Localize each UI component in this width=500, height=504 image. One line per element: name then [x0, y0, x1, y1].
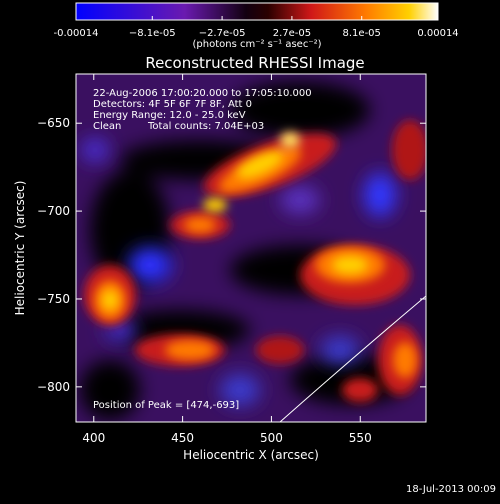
x-axis-tick-labels: 400 450 500 550 [82, 431, 371, 445]
x-axis-label: Heliocentric X (arcsec) [183, 448, 319, 462]
total-counts-annotation: Total counts: 7.04E+03 [147, 121, 264, 132]
colorbar-tick-label: 2.7e-05 [273, 28, 311, 39]
y-tick-label: −750 [37, 292, 70, 306]
x-tick-label: 450 [171, 431, 194, 445]
colorbar-tick-label: −8.1e-05 [129, 28, 176, 39]
colorbar-ticks [75, 16, 439, 20]
colorbar-tick-label: -0.00014 [54, 28, 99, 39]
energy-range-annotation: Energy Range: 12.0 - 25.0 keV [93, 110, 246, 121]
x-tick-label: 400 [82, 431, 105, 445]
y-axis-ticks [76, 122, 426, 388]
plot-frame [75, 73, 427, 423]
x-tick-label: 550 [349, 431, 372, 445]
detectors-annotation: Detectors: 4F 5F 6F 7F 8F, Att 0 [93, 99, 252, 110]
colorbar [75, 2, 439, 21]
y-tick-label: −700 [37, 204, 70, 218]
y-axis-label: Heliocentric Y (arcsec) [13, 181, 27, 316]
colorbar-tick-label: 8.1e-05 [343, 28, 381, 39]
colorbar-tick-label: 0.00014 [417, 28, 458, 39]
colorbar-tick-label: −2.7e-05 [199, 28, 246, 39]
time-range-annotation: 22-Aug-2006 17:00:20.000 to 17:05:10.000 [93, 88, 312, 99]
y-axis-tick-labels: −650 −700 −750 −800 [37, 116, 70, 394]
y-tick-label: −650 [37, 116, 70, 130]
rhessi-image [76, 74, 426, 422]
colorbar-tick-labels: -0.00014 −8.1e-05 −2.7e-05 2.7e-05 8.1e-05 0.… [54, 28, 459, 39]
peak-position-annotation: Position of Peak = [474,-693] [93, 400, 239, 411]
colorbar-units-label: (photons cm⁻² s⁻¹ asec⁻²) [192, 39, 321, 50]
x-axis-ticks [93, 74, 361, 422]
footer-timestamp: 18-Jul-2013 00:09 [406, 484, 496, 495]
y-tick-label: −800 [37, 380, 70, 394]
clean-annotation: Clean [93, 121, 121, 132]
x-tick-label: 500 [260, 431, 283, 445]
solar-limb-curve [279, 295, 426, 422]
plot-title: Reconstructed RHESSI Image [145, 54, 364, 72]
